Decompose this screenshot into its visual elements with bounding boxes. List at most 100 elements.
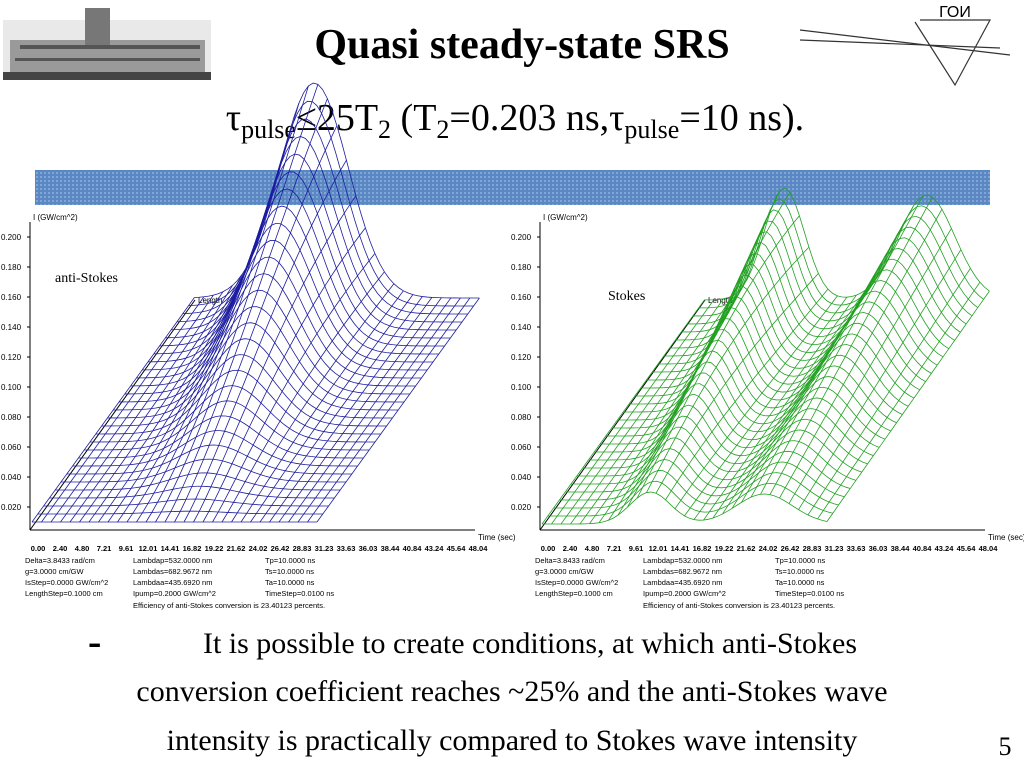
x-tick-label: 12.01 bbox=[139, 544, 158, 553]
x-tick-label: 21.62 bbox=[227, 544, 246, 553]
surface-line bbox=[769, 196, 933, 495]
y-tick-label: 0.160 bbox=[511, 293, 532, 302]
x-tick-label: 48.04 bbox=[469, 544, 489, 553]
surface-line bbox=[269, 297, 433, 523]
x-tick-label: 14.41 bbox=[671, 544, 690, 553]
surface-line bbox=[118, 306, 405, 403]
x-tick-label: 43.24 bbox=[935, 544, 955, 553]
title: Quasi steady-state SRS bbox=[314, 22, 729, 68]
y-tick-label: 0.100 bbox=[511, 383, 532, 392]
surface-line bbox=[798, 249, 962, 510]
y-tick-label: 0.080 bbox=[1, 413, 22, 422]
parameter: Ts=10.0000 ns bbox=[775, 567, 824, 576]
y-tick-label: 0.160 bbox=[1, 293, 22, 302]
surface-line bbox=[69, 285, 233, 523]
page-number: 5 bbox=[999, 732, 1012, 761]
y-tick-label: 0.200 bbox=[511, 233, 532, 242]
efficiency: Efficiency of anti-Stokes conversion is … bbox=[643, 601, 835, 610]
surface-line bbox=[665, 288, 829, 501]
surface-line bbox=[750, 205, 914, 498]
parameter: Ta=10.0000 ns bbox=[265, 578, 315, 587]
surface-line bbox=[307, 297, 471, 523]
x-tick-label: 33.63 bbox=[337, 544, 356, 553]
surface-line bbox=[636, 215, 800, 499]
surface-line bbox=[627, 192, 791, 508]
x-tick-label: 9.61 bbox=[629, 544, 644, 553]
parameter: Delta=3.8433 rad/cm bbox=[535, 556, 605, 565]
y-tick-label: 0.040 bbox=[511, 473, 532, 482]
parameter: Ta=10.0000 ns bbox=[775, 578, 825, 587]
x-tick-label: 2.40 bbox=[53, 544, 68, 553]
surface-line bbox=[259, 296, 423, 523]
y-tick-label: 0.020 bbox=[1, 503, 22, 512]
x-tick-label: 24.02 bbox=[759, 544, 778, 553]
y-tick-label: 0.060 bbox=[511, 443, 532, 452]
y-tick-label: 0.140 bbox=[1, 323, 22, 332]
parameter: g=3.0000 cm/GW bbox=[535, 567, 594, 576]
surface-line bbox=[212, 253, 376, 523]
surface-line bbox=[49, 485, 335, 499]
body-line: It is possible to create conditions, at … bbox=[203, 627, 857, 660]
surface-line bbox=[541, 299, 705, 525]
subtitle-part: =10 ns). bbox=[679, 97, 804, 139]
surface-line bbox=[817, 282, 981, 520]
x-tick-label: 33.63 bbox=[847, 544, 866, 553]
plot-label: Stokes bbox=[608, 289, 645, 304]
x-tick-label: 28.83 bbox=[803, 544, 822, 553]
x-tick-label: 31.23 bbox=[315, 544, 334, 553]
surface-line bbox=[598, 240, 762, 523]
y-tick-label: 0.140 bbox=[511, 323, 532, 332]
y-tick-label: 0.180 bbox=[511, 263, 532, 272]
surface-line bbox=[741, 224, 905, 503]
subtitle-part: =0.203 ns,τ bbox=[449, 97, 624, 139]
surface-line bbox=[617, 189, 781, 516]
length-axis bbox=[29, 299, 196, 531]
parameter: Lambdap=532.0000 nm bbox=[133, 556, 212, 565]
surface-line bbox=[174, 125, 338, 523]
surface-line bbox=[183, 159, 347, 523]
parameter: Lambdas=682.9672 nm bbox=[133, 567, 212, 576]
surface-line bbox=[88, 257, 252, 523]
x-tick-label: 36.03 bbox=[359, 544, 378, 553]
parameter: TimeStep=0.0100 ns bbox=[775, 589, 844, 598]
surface-line bbox=[288, 297, 452, 523]
x-tick-label: 2.40 bbox=[563, 544, 578, 553]
surface-line bbox=[551, 299, 715, 525]
surface-line bbox=[570, 295, 734, 525]
surface-line bbox=[703, 289, 867, 521]
surface-line bbox=[221, 271, 385, 523]
surface-line bbox=[101, 354, 387, 427]
surface-line bbox=[788, 228, 952, 504]
y-axis-label: I (GW/cm^2) bbox=[543, 213, 588, 222]
x-tick-label: 45.64 bbox=[447, 544, 467, 553]
x-tick-label: 48.04 bbox=[979, 544, 999, 553]
y-tick-label: 0.120 bbox=[1, 353, 22, 362]
length-label: Length bbox=[198, 296, 222, 305]
surface-line bbox=[605, 372, 891, 437]
surface-line bbox=[560, 298, 724, 525]
divider-band bbox=[35, 170, 990, 205]
x-tick-label: 7.21 bbox=[607, 544, 622, 553]
x-tick-label: 16.82 bbox=[183, 544, 202, 553]
x-tick-label: 43.24 bbox=[425, 544, 445, 553]
x-tick-label: 24.02 bbox=[249, 544, 268, 553]
x-tick-label: 4.80 bbox=[585, 544, 600, 553]
subscript: 2 bbox=[436, 115, 449, 144]
parameter: IsStep=0.0000 GW/cm^2 bbox=[535, 578, 618, 587]
parameter: IsStep=0.0000 GW/cm^2 bbox=[25, 578, 108, 587]
surface-line bbox=[126, 132, 290, 523]
surface-line bbox=[698, 198, 984, 309]
parameter: LengthStep=0.1000 cm bbox=[25, 589, 103, 598]
x-tick-label: 19.22 bbox=[715, 544, 734, 553]
surface-line bbox=[136, 103, 300, 523]
surface-line bbox=[316, 297, 480, 523]
parameter: Delta=3.8433 rad/cm bbox=[25, 556, 95, 565]
y-tick-label: 0.120 bbox=[511, 353, 532, 362]
surface-line bbox=[722, 264, 886, 515]
y-tick-label: 0.060 bbox=[1, 443, 22, 452]
surface-line bbox=[41, 296, 205, 523]
surface-line bbox=[113, 322, 399, 411]
logo bbox=[799, 19, 1011, 87]
y-axis-label: I (GW/cm^2) bbox=[33, 213, 78, 222]
x-tick-label: 9.61 bbox=[119, 544, 134, 553]
